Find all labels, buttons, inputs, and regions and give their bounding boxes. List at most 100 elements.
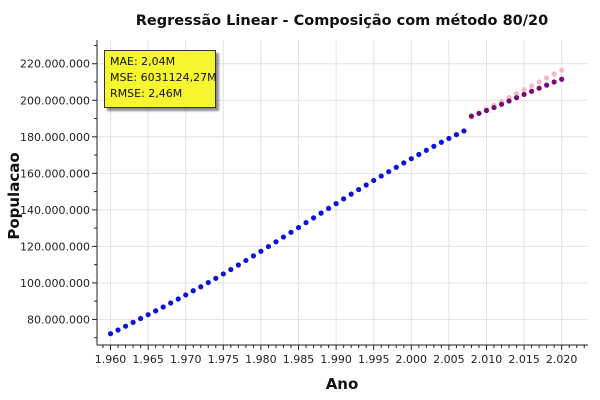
data-point [551, 79, 557, 85]
axes [96, 40, 588, 346]
rmse-label: RMSE: 2,46M [110, 87, 183, 100]
data-point [153, 308, 159, 314]
x-tick-label: 1.985 [283, 353, 315, 366]
data-point [220, 271, 226, 277]
data-point [198, 284, 204, 290]
data-point [130, 319, 136, 325]
data-point [544, 82, 550, 88]
data-point [363, 182, 369, 188]
x-tick-label: 1.970 [170, 353, 202, 366]
data-point [498, 101, 505, 107]
metrics-box: MAE: 2,04M MSE: 6031124,27M RMSE: 2,46M [104, 50, 217, 108]
data-point [258, 248, 264, 254]
data-point [356, 186, 362, 193]
x-tick-label: 1.975 [208, 353, 240, 366]
data-point [288, 229, 294, 235]
y-tick-label: 200.000.000 [20, 94, 90, 107]
data-point [333, 201, 339, 207]
x-tick-label: 1.995 [358, 353, 390, 366]
data-point [536, 79, 542, 85]
data-point [551, 71, 557, 77]
x-tick-label: 2.005 [433, 353, 465, 366]
data-point [438, 139, 444, 145]
x-tick-label: 2.010 [471, 353, 503, 366]
data-point [476, 110, 482, 117]
y-tick-label: 160.000.000 [20, 167, 90, 180]
data-point [228, 266, 234, 273]
data-point [521, 87, 527, 93]
data-point [536, 85, 542, 91]
data-point [175, 296, 181, 302]
x-axis-label: Ano [326, 375, 359, 393]
data-point [168, 300, 174, 306]
data-point [393, 164, 399, 170]
data-point [235, 262, 241, 268]
data-point [160, 304, 166, 310]
y-axis-label: Populacao [5, 152, 23, 239]
data-point [280, 234, 287, 240]
data-point [468, 113, 475, 119]
data-point [115, 327, 121, 333]
data-point [483, 107, 490, 114]
data-point [348, 191, 354, 197]
data-point [341, 196, 347, 202]
data-point [431, 143, 437, 149]
data-point [122, 323, 129, 329]
data-point [325, 205, 332, 211]
data-point [559, 76, 565, 82]
x-tick-label: 2.015 [508, 353, 540, 366]
chart-title: Regressão Linear - Composição com método… [136, 13, 548, 29]
data-point [461, 128, 467, 134]
x-tick-label: 1.990 [320, 353, 352, 366]
data-point [378, 173, 384, 179]
data-point [205, 279, 211, 286]
data-point [423, 147, 429, 153]
x-ticks: 1.960 1.965 1.970 1.975 1.980 1.985 1.990 1.995… [95, 345, 585, 366]
data-point [107, 331, 114, 337]
data-point [145, 312, 151, 318]
data-point [529, 83, 535, 89]
data-point [213, 275, 219, 281]
data-point [416, 151, 422, 158]
data-point [138, 315, 144, 322]
data-point [446, 135, 452, 142]
data-point [303, 220, 309, 226]
data-point [559, 67, 565, 73]
data-point [513, 91, 520, 97]
y-tick-label: 140.000.000 [20, 204, 90, 217]
data-point [273, 239, 279, 245]
data-point [295, 224, 302, 231]
x-tick-label: 1.960 [95, 353, 127, 366]
data-point [318, 210, 324, 216]
mse-label: MSE: 6031124,27M [110, 71, 217, 84]
data-point [401, 160, 407, 166]
data-point [265, 243, 272, 250]
data-point [529, 88, 535, 94]
y-tick-label: 100.000.000 [20, 277, 90, 290]
y-tick-label: 180.000.000 [20, 131, 90, 144]
data-point [513, 95, 520, 101]
data-point [250, 253, 256, 259]
data-point [243, 257, 249, 264]
data-point [310, 215, 317, 221]
y-tick-label: 120.000.000 [20, 240, 90, 253]
x-tick-label: 2.000 [396, 353, 428, 366]
mae-label: MAE: 2,04M [110, 55, 176, 68]
data-points [107, 67, 565, 337]
data-point [183, 292, 189, 298]
data-point [521, 91, 527, 98]
data-point [386, 169, 392, 175]
data-point [491, 104, 497, 111]
y-ticks: 80.000.000 100.000.000 120.000.000 140.000.… [20, 44, 97, 339]
data-point [453, 132, 460, 138]
x-tick-label: 1.965 [132, 353, 164, 366]
y-tick-label: 80.000.000 [27, 313, 90, 326]
data-point [371, 177, 377, 184]
x-tick-label: 2.020 [546, 353, 578, 366]
data-point [544, 75, 550, 81]
y-tick-label: 220.000.000 [20, 58, 90, 71]
x-tick-label: 1.980 [245, 353, 277, 366]
data-point [190, 288, 196, 294]
data-point [408, 156, 414, 162]
